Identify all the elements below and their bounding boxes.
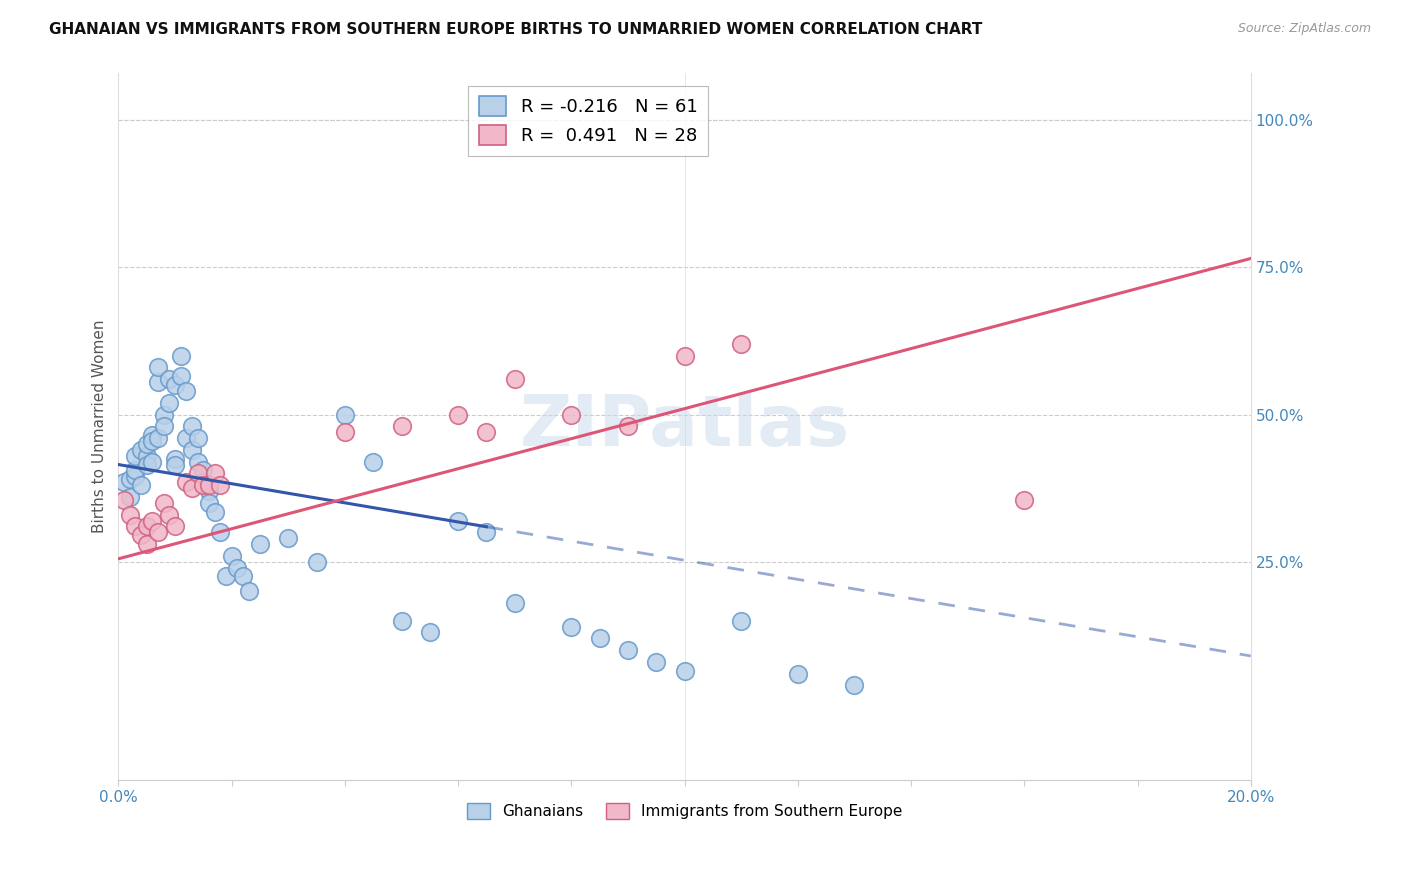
Point bbox=[141, 455, 163, 469]
Point bbox=[673, 349, 696, 363]
Point bbox=[176, 431, 198, 445]
Point bbox=[277, 531, 299, 545]
Point bbox=[135, 458, 157, 472]
Point bbox=[226, 560, 249, 574]
Point bbox=[181, 442, 204, 457]
Point bbox=[118, 472, 141, 486]
Point bbox=[204, 505, 226, 519]
Point bbox=[249, 537, 271, 551]
Point bbox=[617, 643, 640, 657]
Point bbox=[165, 378, 187, 392]
Point bbox=[146, 360, 169, 375]
Point bbox=[238, 584, 260, 599]
Point bbox=[198, 478, 221, 492]
Point bbox=[170, 349, 193, 363]
Point bbox=[141, 514, 163, 528]
Point bbox=[560, 619, 582, 633]
Point bbox=[730, 614, 752, 628]
Point bbox=[141, 428, 163, 442]
Y-axis label: Births to Unmarried Women: Births to Unmarried Women bbox=[93, 319, 107, 533]
Text: ZIPatlas: ZIPatlas bbox=[520, 392, 849, 461]
Point bbox=[124, 463, 146, 477]
Point bbox=[589, 632, 612, 646]
Point bbox=[730, 336, 752, 351]
Point bbox=[503, 596, 526, 610]
Point bbox=[181, 419, 204, 434]
Point bbox=[209, 478, 232, 492]
Point bbox=[152, 496, 174, 510]
Point bbox=[560, 408, 582, 422]
Point bbox=[361, 455, 384, 469]
Point bbox=[135, 519, 157, 533]
Point bbox=[157, 396, 180, 410]
Point bbox=[152, 408, 174, 422]
Point bbox=[118, 508, 141, 522]
Point bbox=[447, 408, 470, 422]
Point bbox=[135, 537, 157, 551]
Point bbox=[129, 528, 152, 542]
Point bbox=[129, 478, 152, 492]
Point bbox=[1014, 492, 1036, 507]
Point bbox=[146, 431, 169, 445]
Point bbox=[645, 655, 668, 669]
Point bbox=[141, 434, 163, 448]
Point bbox=[447, 514, 470, 528]
Point bbox=[391, 419, 413, 434]
Point bbox=[187, 467, 209, 481]
Point bbox=[170, 369, 193, 384]
Point bbox=[157, 508, 180, 522]
Point bbox=[146, 375, 169, 389]
Point bbox=[181, 481, 204, 495]
Point bbox=[124, 449, 146, 463]
Point bbox=[204, 467, 226, 481]
Point bbox=[112, 475, 135, 490]
Point bbox=[124, 469, 146, 483]
Point bbox=[193, 463, 215, 477]
Point bbox=[124, 519, 146, 533]
Point bbox=[198, 484, 221, 499]
Point bbox=[673, 664, 696, 678]
Point bbox=[135, 437, 157, 451]
Point bbox=[844, 678, 866, 692]
Point bbox=[786, 666, 808, 681]
Point bbox=[165, 458, 187, 472]
Point bbox=[187, 431, 209, 445]
Point bbox=[221, 549, 243, 563]
Point bbox=[187, 455, 209, 469]
Point bbox=[333, 425, 356, 440]
Point bbox=[152, 419, 174, 434]
Point bbox=[209, 525, 232, 540]
Point bbox=[305, 555, 328, 569]
Point bbox=[333, 408, 356, 422]
Text: Source: ZipAtlas.com: Source: ZipAtlas.com bbox=[1237, 22, 1371, 36]
Point bbox=[157, 372, 180, 386]
Point bbox=[165, 519, 187, 533]
Point bbox=[118, 490, 141, 504]
Point bbox=[503, 372, 526, 386]
Point bbox=[215, 569, 238, 583]
Point bbox=[146, 525, 169, 540]
Point bbox=[475, 525, 498, 540]
Point bbox=[112, 492, 135, 507]
Text: GHANAIAN VS IMMIGRANTS FROM SOUTHERN EUROPE BIRTHS TO UNMARRIED WOMEN CORRELATIO: GHANAIAN VS IMMIGRANTS FROM SOUTHERN EUR… bbox=[49, 22, 983, 37]
Point bbox=[129, 442, 152, 457]
Point bbox=[193, 475, 215, 490]
Point bbox=[475, 425, 498, 440]
Point bbox=[198, 496, 221, 510]
Point bbox=[232, 569, 254, 583]
Point bbox=[391, 614, 413, 628]
Point bbox=[135, 449, 157, 463]
Point bbox=[176, 384, 198, 398]
Point bbox=[176, 475, 198, 490]
Point bbox=[617, 419, 640, 434]
Point bbox=[193, 478, 215, 492]
Legend: Ghanaians, Immigrants from Southern Europe: Ghanaians, Immigrants from Southern Euro… bbox=[461, 797, 908, 825]
Point bbox=[165, 451, 187, 466]
Point bbox=[419, 625, 441, 640]
